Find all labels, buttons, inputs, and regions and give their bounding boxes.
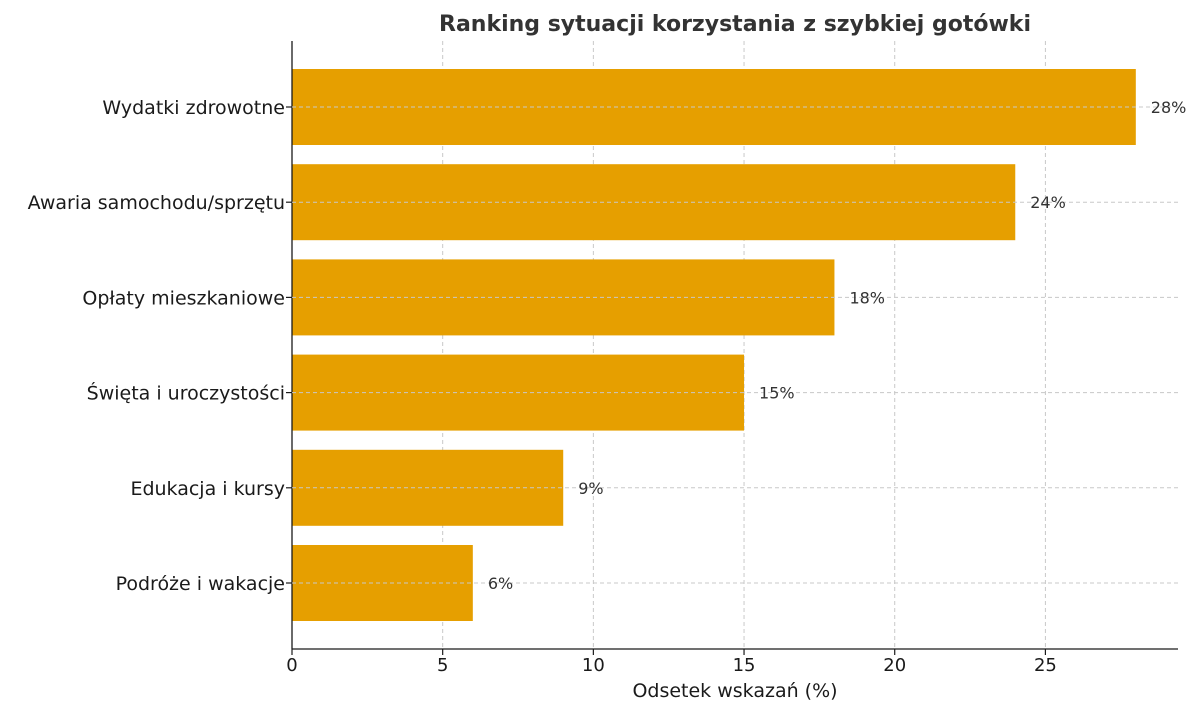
value-label: 28% [1151,98,1187,117]
value-label: 15% [759,384,795,403]
bar [292,545,473,621]
labels-layer: Wydatki zdrowotne 28% Awaria samochodu/spr… [28,97,1187,676]
value-label: 24% [1030,193,1066,212]
x-axis-title: Odsetek wskazań (%) [632,680,837,702]
category-label: Opłaty mieszkaniowe [82,287,285,309]
category-label: Awaria samochodu/sprzętu [28,192,285,214]
x-tick-label: 20 [883,655,906,676]
category-label: Wydatki zdrowotne [102,97,285,119]
value-label: 6% [488,574,513,593]
axes-layer [291,41,1178,650]
bar [292,259,835,336]
category-label: Podróże i wakacje [116,573,285,595]
x-tick-label: 15 [733,655,756,676]
x-tick-label: 10 [582,655,605,676]
x-tick-label: 5 [437,655,448,676]
bars-layer [292,69,1136,621]
value-label: 9% [578,479,603,498]
category-label: Święta i uroczystości [87,381,285,405]
category-label: Edukacja i kursy [130,478,285,500]
x-tick-label: 25 [1034,655,1057,676]
x-tick-label: 0 [286,655,297,676]
ticks-layer [286,106,1047,655]
value-label: 18% [849,288,885,307]
chart-title: Ranking sytuacji korzystania z szybkiej … [439,12,1031,37]
